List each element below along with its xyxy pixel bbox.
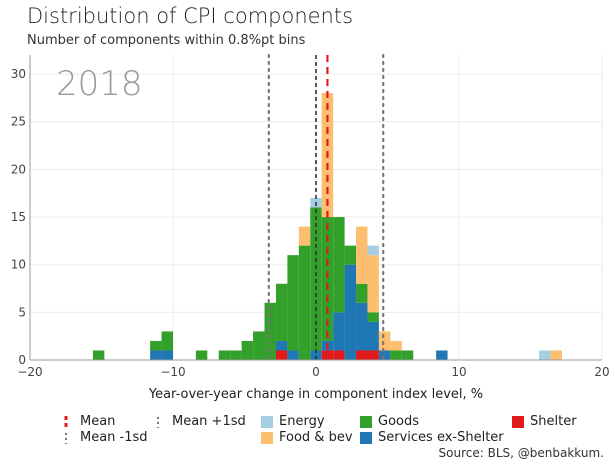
histogram-bar [356, 302, 368, 351]
legend-item-goods: Goods [360, 414, 419, 429]
histogram-bar [356, 283, 368, 303]
histogram-bar [92, 350, 105, 360]
histogram-bar [161, 331, 173, 351]
histogram-bar [367, 255, 379, 313]
histogram-bar [344, 264, 357, 360]
y-tick-label: 0 [18, 353, 26, 367]
histogram-bar [333, 312, 345, 351]
dotted-line-icon [60, 432, 72, 444]
legend-item-energy: Energy [261, 414, 325, 429]
legend-label: Shelter [530, 414, 577, 429]
y-tick-label: 20 [11, 162, 26, 176]
histogram-bar [390, 340, 402, 351]
chart-subtitle: Number of components within 0.8%pt bins [27, 33, 306, 48]
histogram-bar [264, 302, 276, 360]
legend-label: Mean -1sd [80, 430, 148, 445]
swatch-icon [360, 431, 372, 444]
histogram-bar [298, 245, 311, 360]
histogram-bar [275, 283, 288, 341]
swatch-icon [261, 415, 273, 428]
x-axis-label: Year-over-year change in component index… [148, 387, 483, 402]
histogram-bar [539, 350, 551, 360]
x-tick-label: 20 [594, 365, 609, 379]
histogram-bar [150, 350, 162, 360]
histogram-bar [218, 350, 231, 360]
histogram-bar [378, 350, 391, 360]
legend-item-food-bev: Food & bev [261, 430, 353, 445]
legend-label: Energy [279, 414, 325, 429]
y-tick-label: 5 [18, 305, 26, 319]
histogram-bar [230, 350, 242, 360]
histogram-bar [275, 350, 288, 360]
x-tick-label: −20 [17, 365, 42, 379]
y-tick-label: 25 [11, 115, 26, 129]
y-tick-label: 10 [11, 258, 26, 272]
histogram-bar [436, 350, 448, 360]
histogram-bar [367, 350, 379, 360]
dotted-line-icon [152, 416, 164, 428]
histogram-bar [367, 312, 379, 322]
histogram-bar [253, 331, 265, 360]
histogram-bar [333, 217, 345, 313]
legend-label: Mean +1sd [172, 414, 246, 429]
swatch-icon [261, 431, 273, 444]
x-tick-label: −10 [160, 365, 185, 379]
histogram-bar [161, 350, 173, 360]
histogram-bar [310, 350, 322, 360]
histogram-bar [287, 255, 299, 351]
histogram-bar [241, 340, 254, 360]
legend-item-services-ex-shelter: Services ex-Shelter [360, 430, 504, 445]
legend-label: Services ex-Shelter [378, 430, 504, 445]
swatch-icon [512, 415, 524, 428]
dashed-line-icon [60, 415, 72, 428]
histogram-bar [195, 350, 208, 360]
x-tick-label: 10 [451, 365, 466, 379]
histogram-bar [367, 321, 379, 351]
chart-title: Distribution of CPI components [27, 4, 354, 28]
x-tick-label: 0 [312, 365, 320, 379]
histogram-bar [550, 350, 562, 360]
legend-item-mean-minus-1sd: Mean -1sd [60, 430, 148, 445]
legend-item-mean-plus-1sd: Mean +1sd [152, 414, 246, 429]
legend-item-mean: Mean [60, 414, 115, 429]
histogram-bar [298, 226, 311, 246]
legend-label: Mean [80, 414, 116, 429]
legend-item-shelter: Shelter [512, 414, 577, 429]
histogram-bar [378, 331, 391, 351]
source-note: Source: BLS, @benbakkum. [438, 446, 604, 460]
histogram-bar [344, 245, 357, 265]
histogram-bar [401, 350, 414, 360]
histogram-bar [287, 350, 299, 360]
histogram-bar [390, 350, 402, 360]
histogram-bar [150, 340, 162, 351]
histogram-bar [275, 340, 288, 351]
swatch-icon [360, 415, 372, 428]
histogram-bar [333, 350, 345, 360]
legend-label: Goods [378, 414, 420, 429]
y-tick-label: 30 [11, 67, 26, 81]
histogram-bar [356, 350, 368, 360]
histogram-bar [321, 217, 334, 341]
year-label: 2018 [56, 64, 143, 104]
histogram-bar [356, 226, 368, 284]
legend-label: Food & bev [279, 430, 353, 445]
histogram-bar [310, 207, 322, 351]
histogram-bar [367, 245, 379, 256]
y-tick-label: 15 [11, 210, 26, 224]
